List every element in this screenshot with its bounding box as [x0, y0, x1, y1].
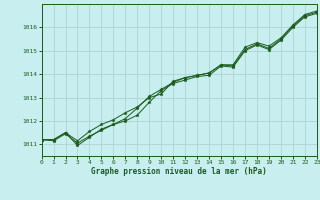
X-axis label: Graphe pression niveau de la mer (hPa): Graphe pression niveau de la mer (hPa) — [91, 167, 267, 176]
